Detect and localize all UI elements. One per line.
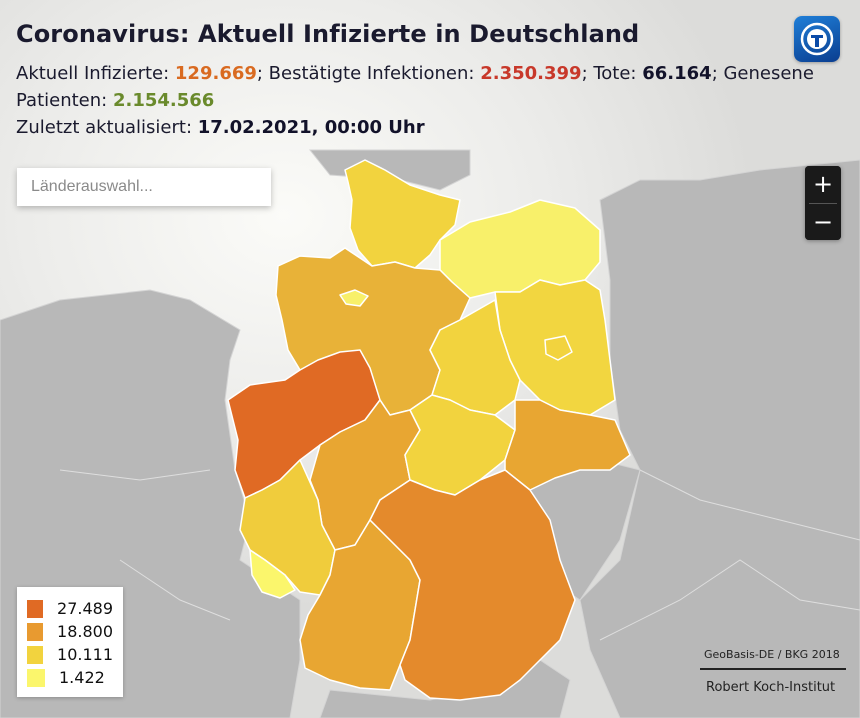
legend-item: 10.111: [27, 643, 113, 666]
updated-value: 17.02.2021, 00:00 Uhr: [197, 117, 425, 138]
geodata-credit: GeoBasis-DE / BKG 2018: [704, 648, 840, 661]
state-bayern[interactable]: [369, 469, 576, 701]
legend-swatch: [27, 645, 44, 664]
header: Coronavirus: Aktuell Infizierte in Deuts…: [16, 20, 814, 141]
legend-label: 10.111: [57, 645, 113, 664]
active-label: Aktuell Infizierte:: [16, 63, 175, 84]
recovered-label: ; Genesene Patienten:: [16, 63, 814, 111]
updated-label: Zuletzt aktualisiert:: [16, 117, 198, 138]
active-value: 129.669: [174, 63, 257, 84]
state-schleswig-holstein[interactable]: [344, 159, 461, 269]
recovered-value: 2.154.566: [112, 90, 215, 111]
page-title: Coronavirus: Aktuell Infizierte in Deuts…: [16, 20, 640, 48]
legend-swatch: [27, 622, 44, 641]
tagesschau-logo-icon[interactable]: [794, 16, 840, 62]
legend-item: 1.422: [27, 666, 113, 689]
legend-label: 18.800: [57, 622, 113, 641]
state-thueringen[interactable]: [404, 394, 516, 496]
state-search-input[interactable]: [17, 168, 271, 206]
germany-states: [227, 159, 631, 701]
stats-summary: Aktuell Infizierte: 129.669; Bestätigte …: [16, 60, 816, 141]
state-berlin[interactable]: [544, 335, 573, 361]
zoom-in-button[interactable]: +: [805, 166, 841, 203]
credit-divider: [700, 668, 846, 670]
deaths-value: 66.164: [642, 63, 712, 84]
legend: 27.489 18.800 10.111 1.422: [17, 587, 123, 697]
source-credit: Robert Koch-Institut: [706, 680, 836, 695]
legend-item: 18.800: [27, 620, 113, 643]
confirmed-label: ; Bestätigte Infektionen:: [256, 63, 481, 84]
deaths-label: ; Tote:: [581, 63, 643, 84]
legend-item: 27.489: [27, 597, 113, 620]
legend-label: 1.422: [59, 668, 105, 687]
state-sachsen[interactable]: [504, 399, 631, 491]
legend-swatch: [27, 599, 44, 618]
state-saarland[interactable]: [249, 549, 296, 599]
state-bremen[interactable]: [339, 289, 369, 307]
legend-label: 27.489: [57, 599, 113, 618]
zoom-control: + −: [805, 166, 841, 240]
confirmed-value: 2.350.399: [480, 63, 582, 84]
zoom-divider: [809, 203, 837, 204]
legend-swatch: [27, 668, 45, 687]
zoom-out-button[interactable]: −: [805, 204, 841, 240]
